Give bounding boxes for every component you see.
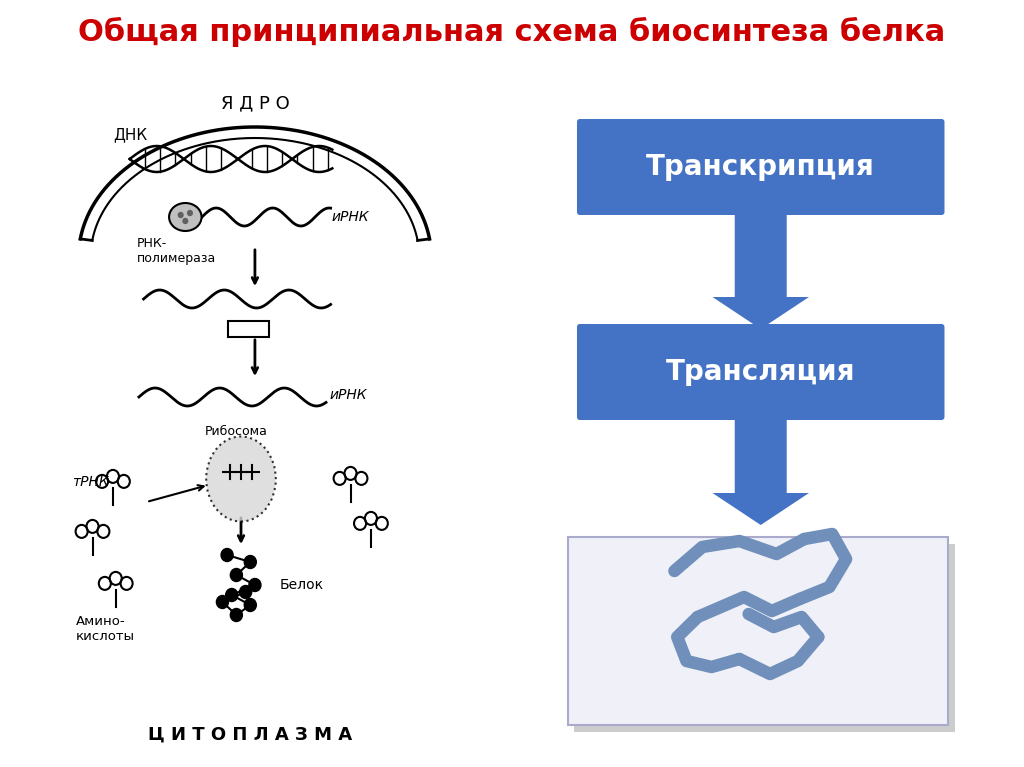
Text: Транскрипция: Транскрипция xyxy=(646,153,876,181)
Circle shape xyxy=(240,585,252,598)
Text: Белок: Белок xyxy=(280,578,325,592)
Circle shape xyxy=(230,568,243,581)
Circle shape xyxy=(230,608,243,621)
Circle shape xyxy=(216,595,228,608)
Circle shape xyxy=(245,555,256,568)
Circle shape xyxy=(178,212,183,218)
Bar xyxy=(574,544,954,732)
Text: Белок: Белок xyxy=(727,698,779,716)
Text: Трансляция: Трансляция xyxy=(666,358,855,386)
Text: Рибосома: Рибосома xyxy=(205,425,268,438)
Ellipse shape xyxy=(169,203,202,231)
Text: Амино-
кислоты: Амино- кислоты xyxy=(76,615,135,643)
Circle shape xyxy=(221,548,233,561)
Text: Я Д Р О: Я Д Р О xyxy=(220,94,290,112)
Bar xyxy=(567,537,948,725)
FancyBboxPatch shape xyxy=(577,324,944,420)
FancyBboxPatch shape xyxy=(577,119,944,215)
Text: Ц И Т О П Л А З М А: Ц И Т О П Л А З М А xyxy=(148,726,352,744)
Ellipse shape xyxy=(206,436,275,522)
Text: Общая принципиальная схема биосинтеза белка: Общая принципиальная схема биосинтеза бе… xyxy=(79,17,945,47)
Text: ДНК: ДНК xyxy=(113,127,147,143)
Text: РНК-
полимераза: РНК- полимераза xyxy=(137,237,216,265)
Circle shape xyxy=(187,210,193,216)
Circle shape xyxy=(249,578,261,591)
Bar xyxy=(228,321,269,337)
Text: тРНК: тРНК xyxy=(72,475,109,489)
Polygon shape xyxy=(713,212,809,329)
Text: иРНК: иРНК xyxy=(332,210,370,224)
Circle shape xyxy=(245,598,256,611)
Polygon shape xyxy=(713,417,809,525)
Circle shape xyxy=(225,588,238,601)
Circle shape xyxy=(183,219,187,223)
Text: иРНК: иРНК xyxy=(329,388,367,402)
